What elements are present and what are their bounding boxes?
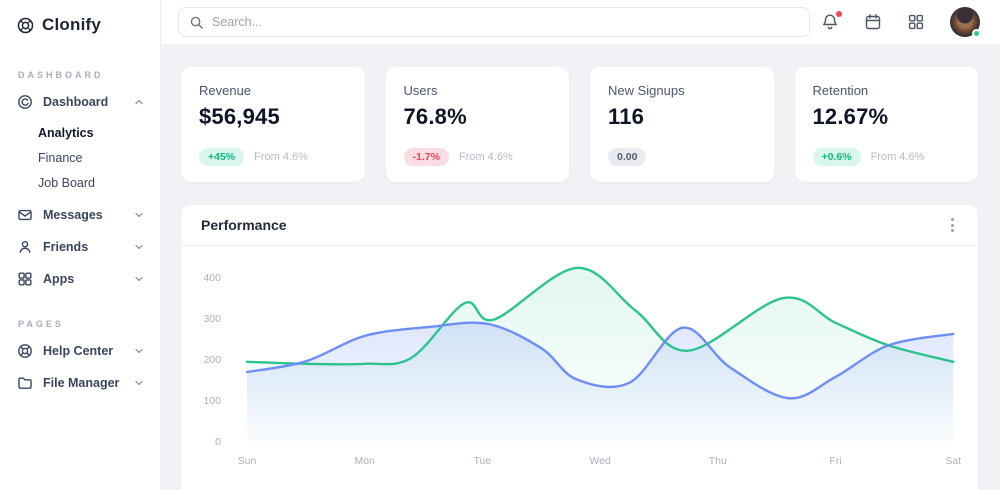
x-axis-tick: Fri [829,455,841,467]
sidebar-item-dashboard[interactable]: Dashboard [0,86,160,118]
chevron-up-icon [133,96,145,108]
y-axis-tick: 300 [203,313,221,325]
sidebar-item-help-center[interactable]: Help Center [0,335,160,367]
section-label: DASHBOARD [18,70,104,80]
online-status-dot [972,29,981,38]
x-axis-tick: Wed [589,455,611,467]
sidebar-item-apps[interactable]: Apps [0,263,160,295]
help-icon [18,344,32,358]
stat-card-new-signups: New Signups 116 0.00 [590,67,774,182]
y-axis-tick: 400 [203,272,221,284]
app-title: Clonify [42,15,102,34]
sidebar-subitem-job-board[interactable]: Job Board [38,175,95,190]
chevron-down-icon [133,241,145,253]
performance-header: Performance [181,205,978,246]
stat-note: From 4.6% [870,150,925,163]
y-axis-tick: 0 [215,436,221,448]
search-icon [189,15,204,30]
sidebar-item-label: Messages [43,208,103,222]
x-axis-tick: Tue [474,455,492,467]
sidebar-nav: DASHBOARD Dashboard Analytics Finance Job Bo… [0,70,160,399]
sidebar-item-label: File Manager [43,376,120,390]
stat-value: 12.67% [812,104,889,129]
chevron-down-icon [133,273,145,285]
x-axis-tick: Sat [945,455,961,467]
kebab-menu-icon[interactable] [947,214,958,236]
stat-value: 116 [608,104,645,129]
chevron-down-icon [133,345,145,357]
stat-label: Users [403,83,438,98]
stat-footer: 0.00 [608,147,756,166]
user-avatar[interactable] [950,7,981,38]
stat-change-badge: 0.00 [608,147,647,166]
sidebar-item-label: Friends [43,240,89,254]
friends-icon [19,241,31,253]
series-blue-area [247,322,954,442]
stat-footer: -1.7% From 4.6% [403,147,552,166]
sidebar-item-messages[interactable]: Messages [0,199,160,231]
x-axis-tick: Thu [709,455,727,467]
sidebar-subitem-analytics[interactable]: Analytics [38,125,94,140]
stats-row: Revenue $56,945 +45% From 4.6% Users 76.8% -1.… [181,67,978,182]
apps-grid-icon [908,14,924,30]
search-input[interactable] [212,15,799,29]
performance-chart: 0 100 200 300 400 Sun Mon Tue Wed Thu Fri Sat [181,246,978,490]
x-axis-tick: Mon [354,455,375,467]
logo: Clonify [0,13,160,37]
performance-title: Performance [201,217,287,233]
stat-note: From 4.6% [254,150,308,163]
stat-label: New Signups [608,83,685,98]
stat-card-retention: Retention 12.67% +0.6% From 4.6% [794,67,978,182]
calendar-icon [865,14,881,30]
notification-dot [836,11,842,17]
series-blue-line [245,321,955,400]
sidebar: Clonify DASHBOARD Dashboard Analytics Finan… [0,0,161,490]
sidebar-item-friends[interactable]: Friends [0,231,160,263]
section-label: PAGES [18,319,64,329]
messages-icon [18,209,32,221]
stat-value: $56,945 [199,104,280,129]
bell-icon [823,14,837,30]
stat-label: Retention [812,83,869,98]
series-green-line [245,266,955,366]
stat-change-badge: +0.6% [812,147,861,166]
sidebar-item-file-manager[interactable]: File Manager [0,367,160,399]
stat-note: From 4.6% [458,150,513,163]
apps-grid-button[interactable] [907,13,925,31]
sidebar-subitem-finance[interactable]: Finance [38,150,83,165]
sidebar-item-label: Apps [43,272,75,286]
folder-icon [18,377,32,389]
y-axis-tick: 100 [203,395,221,407]
stat-change-badge: +45% [199,147,245,166]
sub-list: Analytics Finance Job Board [0,118,160,199]
stat-footer: +0.6% From 4.6% [812,147,961,166]
notifications-button[interactable] [821,11,842,31]
y-axis-tick: 200 [203,354,221,366]
topbar-actions [821,7,981,38]
main-area: Revenue $56,945 +45% From 4.6% Users 76.8% -1.… [161,0,1000,490]
sidebar-item-label: Dashboard [43,95,109,109]
search-box[interactable] [178,7,810,37]
stat-change-badge: -1.7% [403,147,449,166]
calendar-button[interactable] [864,13,882,31]
stat-value: 76.8% [403,104,467,129]
clonify-logo-icon [16,16,35,35]
stat-label: Revenue [199,83,252,98]
chevron-down-icon [133,209,145,221]
x-axis-tick: Sun [238,455,257,467]
performance-panel: Performance 0 100 200 300 400 Sun Mon Tue Wed Thu… [181,205,978,490]
chevron-down-icon [133,377,145,389]
dashboard-icon [18,95,32,109]
stat-card-users: Users 76.8% -1.7% From 4.6% [385,67,569,182]
stat-footer: +45% From 4.6% [199,147,347,166]
stat-card-revenue: Revenue $56,945 +45% From 4.6% [181,67,365,182]
topbar [161,0,1000,45]
apps-icon [18,272,32,286]
sidebar-item-label: Help Center [43,344,114,358]
content: Revenue $56,945 +45% From 4.6% Users 76.8% -1.… [161,45,1000,490]
